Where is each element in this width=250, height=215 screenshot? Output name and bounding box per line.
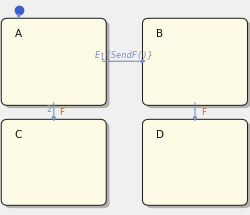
FancyBboxPatch shape xyxy=(146,21,250,108)
Text: D: D xyxy=(156,130,164,140)
Text: F: F xyxy=(60,108,64,117)
Text: A: A xyxy=(14,29,22,39)
Text: B: B xyxy=(156,29,163,39)
FancyBboxPatch shape xyxy=(1,18,106,105)
FancyBboxPatch shape xyxy=(4,21,110,108)
FancyBboxPatch shape xyxy=(1,119,106,205)
Text: F: F xyxy=(201,108,206,117)
Text: E {SendF()}: E {SendF()} xyxy=(96,50,153,59)
Text: 2: 2 xyxy=(46,105,52,114)
FancyBboxPatch shape xyxy=(146,122,250,208)
Text: C: C xyxy=(14,130,22,140)
FancyBboxPatch shape xyxy=(142,18,248,105)
Text: 1: 1 xyxy=(100,53,104,62)
FancyBboxPatch shape xyxy=(142,119,248,205)
FancyBboxPatch shape xyxy=(4,122,110,208)
